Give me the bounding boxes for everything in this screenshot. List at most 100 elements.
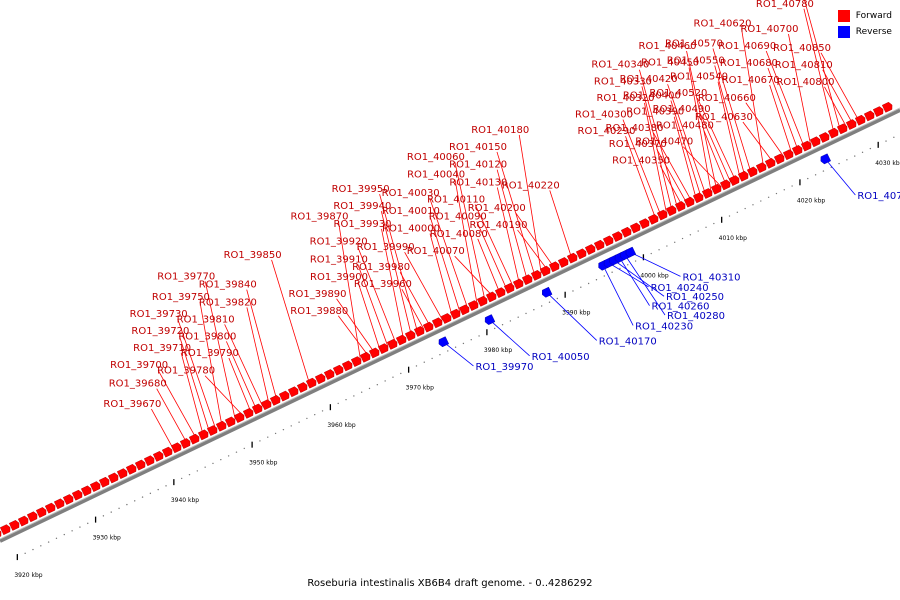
forward-gene-label: RO1_39790	[181, 348, 239, 359]
minor-tick	[141, 496, 144, 498]
reverse-leader	[613, 259, 665, 297]
forward-leader	[357, 246, 397, 343]
forward-gene-label: RO1_40490	[653, 104, 711, 115]
minor-tick	[666, 245, 668, 247]
forward-leader	[670, 100, 702, 197]
forward-gene-label: RO1_40340	[591, 60, 649, 71]
forward-gene-label: RO1_40040	[407, 170, 465, 181]
forward-gene-mark	[782, 149, 794, 161]
genome-backbone	[0, 107, 900, 543]
forward-leader	[474, 204, 514, 287]
minor-tick	[149, 492, 152, 495]
minor-tick	[556, 297, 559, 300]
forward-gene-label: RO1_39750	[152, 292, 210, 303]
forward-gene-mark	[89, 481, 101, 492]
minor-tick	[157, 488, 159, 491]
forward-gene-mark	[413, 326, 425, 337]
forward-gene-label: RO1_40150	[449, 142, 507, 153]
forward-gene-mark	[440, 313, 452, 324]
legend-forward: Forward	[837, 8, 892, 24]
reverse-gene-label: RO1_40240	[651, 283, 709, 294]
minor-tick	[102, 515, 105, 517]
tick-label: 4010 kbp	[719, 235, 747, 242]
minor-tick	[314, 413, 316, 416]
forward-gene-mark	[44, 502, 56, 514]
forward-gene-label: RO1_40120	[449, 160, 507, 171]
reverse-leader	[630, 252, 681, 277]
forward-gene-mark	[584, 244, 596, 255]
forward-leader	[228, 357, 252, 413]
forward-gene-label: RO1_39940	[333, 201, 391, 212]
forward-gene-mark	[179, 438, 191, 449]
forward-leader	[357, 282, 381, 351]
forward-gene-label: RO1_39910	[310, 254, 368, 265]
forward-leader	[380, 211, 412, 336]
forward-gene-label: RO1_40350	[612, 155, 670, 166]
forward-leader	[429, 215, 461, 313]
minor-tick	[400, 372, 402, 375]
forward-gene-mark	[197, 429, 209, 441]
map-caption: Roseburia intestinalis XB6B4 draft genom…	[307, 578, 593, 589]
forward-leader	[804, 0, 841, 130]
forward-leader	[788, 33, 811, 145]
forward-gene-label: RO1_39700	[110, 360, 168, 371]
minor-tick	[439, 354, 441, 356]
forward-gene-label: RO1_39960	[354, 279, 412, 290]
minor-tick	[611, 271, 613, 273]
forward-gene-mark	[107, 472, 119, 484]
forward-leader	[336, 298, 375, 353]
forward-gene-label: RO1_40660	[698, 93, 756, 104]
reverse-leader	[443, 341, 474, 367]
forward-gene-label: RO1_40550	[667, 55, 725, 66]
forward-leader	[644, 102, 667, 214]
minor-tick	[454, 346, 457, 348]
forward-gene-mark	[665, 205, 677, 217]
reverse-swatch	[837, 26, 850, 38]
minor-tick	[376, 383, 379, 386]
forward-leader	[429, 198, 469, 309]
minor-tick	[713, 222, 715, 225]
tick-label: 3930 kbp	[93, 535, 121, 542]
forward-leader	[742, 121, 774, 163]
minor-tick	[63, 533, 65, 536]
forward-gene-label: RO1_39780	[157, 366, 215, 377]
forward-gene-label: RO1_40680	[720, 58, 778, 69]
forward-gene-label: RO1_40520	[649, 88, 707, 99]
minor-tick	[728, 215, 731, 217]
forward-gene-label: RO1_40570	[665, 38, 723, 49]
label-leaders	[151, 0, 860, 450]
forward-gene-label: RO1_39720	[131, 326, 189, 337]
minor-tick	[274, 432, 277, 435]
forward-gene-mark	[674, 201, 686, 212]
forward-gene-label: RO1_40780	[756, 0, 814, 10]
forward-gene-mark	[278, 390, 290, 402]
forward-leader	[767, 67, 799, 151]
forward-leader	[517, 229, 548, 271]
forward-gene-mark	[818, 132, 830, 143]
minor-tick	[79, 526, 81, 528]
tick-label: 3920 kbp	[14, 572, 42, 579]
forward-leader	[688, 67, 712, 192]
minor-tick	[517, 316, 519, 318]
forward-leader	[769, 84, 793, 154]
minor-tick	[658, 249, 660, 251]
minor-tick	[415, 365, 418, 367]
forward-leader	[177, 318, 217, 429]
minor-tick	[196, 470, 199, 472]
minor-tick	[40, 545, 42, 547]
forward-gene-label: RO1_40630	[695, 112, 753, 123]
forward-gene-label: RO1_39990	[357, 242, 415, 253]
minor-tick	[321, 410, 324, 412]
minor-tick	[752, 204, 754, 206]
minor-tick	[846, 159, 848, 161]
forward-gene-label: RO1_40800	[776, 77, 834, 88]
minor-tick	[71, 530, 73, 532]
forward-gene-mark	[224, 416, 236, 428]
forward-gene-mark	[863, 110, 875, 122]
gene-features	[0, 101, 893, 540]
forward-leader	[696, 97, 736, 181]
forward-leader	[712, 48, 752, 173]
forward-gene-mark	[206, 425, 218, 436]
minor-tick	[634, 260, 637, 262]
forward-gene-mark	[692, 192, 704, 204]
